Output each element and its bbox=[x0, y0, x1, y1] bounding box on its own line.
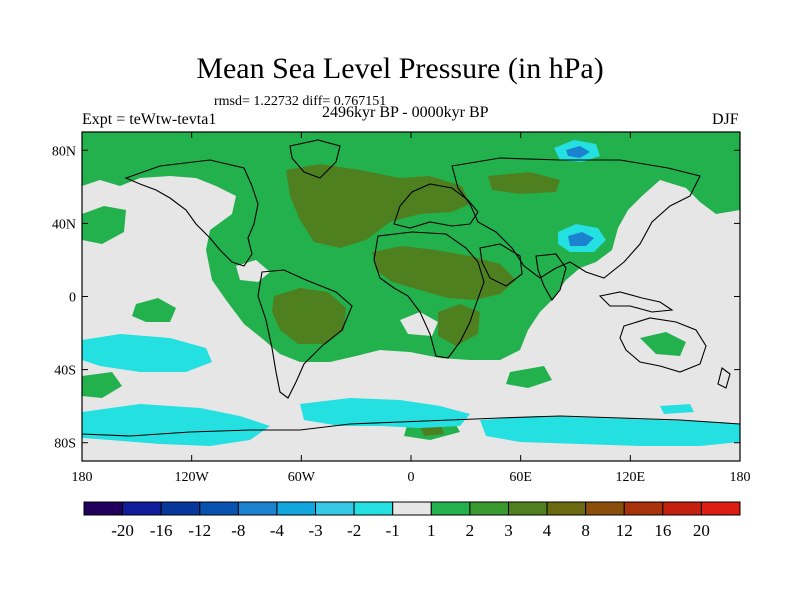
colorbar-label: -16 bbox=[150, 521, 173, 540]
colorbar-swatch bbox=[469, 501, 509, 516]
colorbar-swatch bbox=[700, 501, 741, 516]
olive-anomaly-eurasia bbox=[286, 164, 470, 248]
colorbar-label: 3 bbox=[504, 521, 513, 540]
colorbar-label: -2 bbox=[347, 521, 361, 540]
coast-north-america bbox=[124, 159, 259, 267]
x-tick-label: 120E bbox=[616, 470, 646, 485]
colorbar-swatch bbox=[160, 501, 201, 516]
colorbar-label: 8 bbox=[581, 521, 590, 540]
coast-new-zealand bbox=[717, 367, 731, 389]
green-anomaly-west-pacific bbox=[82, 206, 126, 244]
x-tick-label: 120W bbox=[175, 470, 210, 485]
experiment-label: Expt = teWtw-tevta1 bbox=[82, 111, 217, 128]
y-tick-label: 80N bbox=[52, 144, 76, 159]
colorbar-swatch bbox=[392, 501, 432, 516]
colorbar-label: -1 bbox=[386, 521, 400, 540]
cyan-anomaly-southern-ocean-east bbox=[480, 416, 740, 446]
map-title: Mean Sea Level Pressure (in hPa) bbox=[196, 52, 604, 85]
colorbar-label: 12 bbox=[616, 521, 633, 540]
coast-africa bbox=[373, 231, 485, 359]
green-anomaly-pacific-cross bbox=[132, 298, 176, 322]
coast-asia bbox=[451, 157, 701, 279]
colorbar-swatch bbox=[623, 501, 664, 516]
colorbar-swatch bbox=[122, 501, 162, 516]
coast-india bbox=[535, 253, 567, 301]
blue-anomaly-tibet-core bbox=[568, 232, 594, 246]
olive-anomaly-southern-africa bbox=[438, 304, 480, 346]
colorbar-label: 16 bbox=[654, 521, 671, 540]
green-anomaly-south-pacific bbox=[82, 372, 122, 398]
season-label: DJF bbox=[712, 111, 739, 128]
y-tick-label: 40S bbox=[54, 364, 76, 379]
x-tick-label: 180 bbox=[730, 470, 751, 485]
rmsd-diff-stats: rmsd= 1.22732 diff= 0.767151 bbox=[214, 94, 387, 109]
colorbar-swatch bbox=[83, 501, 124, 516]
colorbar-label: 20 bbox=[693, 521, 710, 540]
olive-anomaly-africa bbox=[372, 246, 516, 300]
x-tick-label: 60W bbox=[288, 470, 316, 485]
y-tick-label: 80S bbox=[54, 437, 76, 452]
colorbar-label: 4 bbox=[543, 521, 552, 540]
green-anomaly-indian-ocean-south bbox=[506, 366, 552, 388]
time-period: 2496kyr BP - 0000kyr BP bbox=[322, 104, 489, 121]
coast-antarctica bbox=[82, 415, 740, 437]
cyan-anomaly-antarctic-east bbox=[660, 404, 694, 414]
coast-greenland bbox=[289, 139, 341, 179]
pressure-field bbox=[82, 132, 740, 461]
colorbar-swatch bbox=[199, 501, 239, 516]
colorbar: -20 -16 -12 -8 -4 -3 -2 -1 1 2 3 4 8 12 16 20 bbox=[83, 501, 741, 540]
colorbar-label: -8 bbox=[231, 521, 245, 540]
colorbar-swatch bbox=[662, 501, 702, 516]
axis-ticks: 180 120W 60W 0 60E 120E 180 80N 40N 0 40S 80S bbox=[52, 132, 751, 485]
cyan-anomaly-south-pacific bbox=[82, 334, 212, 372]
coast-australia bbox=[619, 317, 707, 373]
colorbar-label: -20 bbox=[111, 521, 134, 540]
colorbar-swatch bbox=[315, 501, 355, 516]
blue-anomaly-arctic-core bbox=[566, 146, 590, 158]
colorbar-swatch bbox=[430, 501, 471, 516]
coast-maritime-continent bbox=[598, 291, 674, 313]
y-tick-label: 0 bbox=[69, 291, 76, 306]
colorbar-label: 2 bbox=[466, 521, 475, 540]
colorbar-swatch bbox=[546, 501, 587, 516]
coast-south-america bbox=[257, 269, 353, 399]
colorbar-swatch bbox=[237, 501, 278, 516]
olive-anomaly-south-america bbox=[272, 288, 346, 344]
y-tick-label: 40N bbox=[52, 217, 76, 232]
colorbar-swatch bbox=[507, 501, 548, 516]
colorbar-swatch bbox=[276, 501, 317, 516]
x-tick-label: 180 bbox=[72, 470, 93, 485]
colorbar-swatch bbox=[353, 501, 394, 516]
olive-anomaly-siberia bbox=[488, 172, 560, 194]
coast-europe bbox=[393, 183, 479, 229]
colorbar-label: -4 bbox=[270, 521, 285, 540]
green-anomaly-northern-band bbox=[82, 132, 740, 362]
coast-arabia bbox=[479, 243, 523, 287]
x-tick-label: 0 bbox=[408, 470, 415, 485]
x-tick-label: 60E bbox=[509, 470, 532, 485]
colorbar-label: -12 bbox=[188, 521, 211, 540]
colorbar-swatch bbox=[585, 501, 625, 516]
green-anomaly-australia-south bbox=[640, 332, 686, 356]
colorbar-label: 1 bbox=[427, 521, 436, 540]
colorbar-label: -3 bbox=[308, 521, 322, 540]
coastlines bbox=[82, 139, 740, 437]
